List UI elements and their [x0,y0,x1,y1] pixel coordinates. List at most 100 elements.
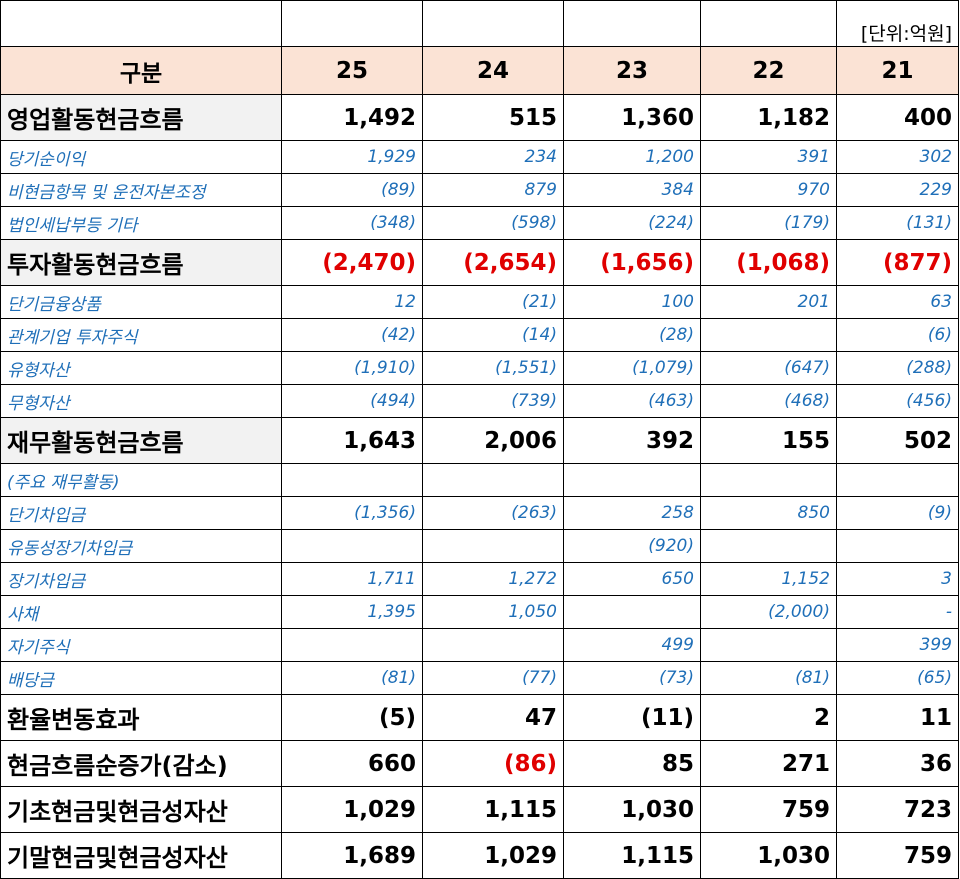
row-label: (주요 재무활동) [0,463,282,497]
value-cell: 1,029 [422,832,564,879]
value-cell: 302 [836,140,959,174]
value-cell [281,463,423,497]
value-cell: (5) [281,694,423,741]
value-cell: (456) [836,384,959,418]
detail-row: 단기차입금 (1,356) (263) 258 850 (9) [0,496,959,530]
row-label: 배당금 [0,661,282,695]
value-cell: 1,492 [281,94,423,141]
major-row: 재무활동현금흐름 1,643 2,006 392 155 502 [0,417,959,464]
value-cell: 3 [836,562,959,596]
value-cell: (263) [422,496,564,530]
value-cell: 1,272 [422,562,564,596]
value-cell [422,628,564,662]
value-cell: (2,000) [700,595,837,629]
unit-label: [단위:억원] [836,0,959,47]
value-cell: (288) [836,351,959,385]
value-cell: (2,470) [281,239,423,286]
row-label: 무형자산 [0,384,282,418]
value-cell: 1,050 [422,595,564,629]
value-cell: (28) [563,318,701,352]
value-cell: (2,654) [422,239,564,286]
value-cell: (1,910) [281,351,423,385]
unit-row-blank-cell [700,0,837,47]
value-cell: 1,029 [281,786,423,833]
value-cell: (1,551) [422,351,564,385]
unit-row: [단위:억원] [0,0,959,47]
header-year: 25 [281,46,423,95]
value-cell: (131) [836,206,959,240]
value-cell: 1,115 [563,832,701,879]
value-cell: (647) [700,351,837,385]
row-label: 유형자산 [0,351,282,385]
row-label: 관계기업 투자주식 [0,318,282,352]
value-cell: (1,356) [281,496,423,530]
unit-row-blank-cell [422,0,564,47]
major-row: 투자활동현금흐름 (2,470) (2,654) (1,656) (1,068) (877… [0,239,959,286]
value-cell: (9) [836,496,959,530]
value-cell: (86) [422,740,564,787]
value-cell: (494) [281,384,423,418]
value-cell: (1,079) [563,351,701,385]
value-cell: 1,929 [281,140,423,174]
value-cell: (1,068) [700,239,837,286]
value-cell: (89) [281,173,423,207]
value-cell [563,595,701,629]
value-cell: (42) [281,318,423,352]
detail-row: 유동성장기차입금 (920) [0,529,959,563]
major-row: 기초현금및현금성자산 1,029 1,115 1,030 759 723 [0,786,959,833]
value-cell: (598) [422,206,564,240]
value-cell: (73) [563,661,701,695]
value-cell: (920) [563,529,701,563]
value-cell: 502 [836,417,959,464]
value-cell: 759 [700,786,837,833]
header-year: 22 [700,46,837,95]
value-cell: 2 [700,694,837,741]
value-cell: 1,711 [281,562,423,596]
value-cell: 258 [563,496,701,530]
major-row: 환율변동효과 (5) 47 (11) 2 11 [0,694,959,741]
value-cell: (11) [563,694,701,741]
row-label: 사채 [0,595,282,629]
value-cell: (81) [281,661,423,695]
value-cell: 63 [836,285,959,319]
row-label: 현금흐름순증가(감소) [0,740,282,787]
value-cell: 391 [700,140,837,174]
row-label: 비현금항목 및 운전자본조정 [0,173,282,207]
value-cell: 1,643 [281,417,423,464]
value-cell: 1,030 [563,786,701,833]
detail-row: 사채 1,395 1,050 (2,000) - [0,595,959,629]
value-cell: 85 [563,740,701,787]
value-cell: 499 [563,628,701,662]
value-cell: 879 [422,173,564,207]
value-cell [836,529,959,563]
row-label: 자기주식 [0,628,282,662]
detail-row: 법인세납부등 기타 (348) (598) (224) (179) (131) [0,206,959,240]
value-cell: (65) [836,661,959,695]
value-cell: 100 [563,285,701,319]
unit-row-blank-cell [563,0,701,47]
row-label: 재무활동현금흐름 [0,417,282,464]
major-row: 영업활동현금흐름 1,492 515 1,360 1,182 400 [0,94,959,141]
row-label: 영업활동현금흐름 [0,94,282,141]
unit-row-blank-cell [0,0,282,47]
value-cell: 1,115 [422,786,564,833]
value-cell: 36 [836,740,959,787]
value-cell: (468) [700,384,837,418]
value-cell: 1,395 [281,595,423,629]
value-cell: 155 [700,417,837,464]
value-cell: (348) [281,206,423,240]
detail-row: 장기차입금 1,711 1,272 650 1,152 3 [0,562,959,596]
row-label: 기말현금및현금성자산 [0,832,282,879]
detail-row: 관계기업 투자주식 (42) (14) (28) (6) [0,318,959,352]
value-cell: 1,030 [700,832,837,879]
header-year: 24 [422,46,564,95]
detail-row: 비현금항목 및 운전자본조정 (89) 879 384 970 229 [0,173,959,207]
major-row: 현금흐름순증가(감소) 660 (86) 85 271 36 [0,740,959,787]
value-cell: 1,182 [700,94,837,141]
row-label: 유동성장기차입금 [0,529,282,563]
row-label: 단기차입금 [0,496,282,530]
value-cell: 970 [700,173,837,207]
value-cell: 660 [281,740,423,787]
value-cell: 384 [563,173,701,207]
